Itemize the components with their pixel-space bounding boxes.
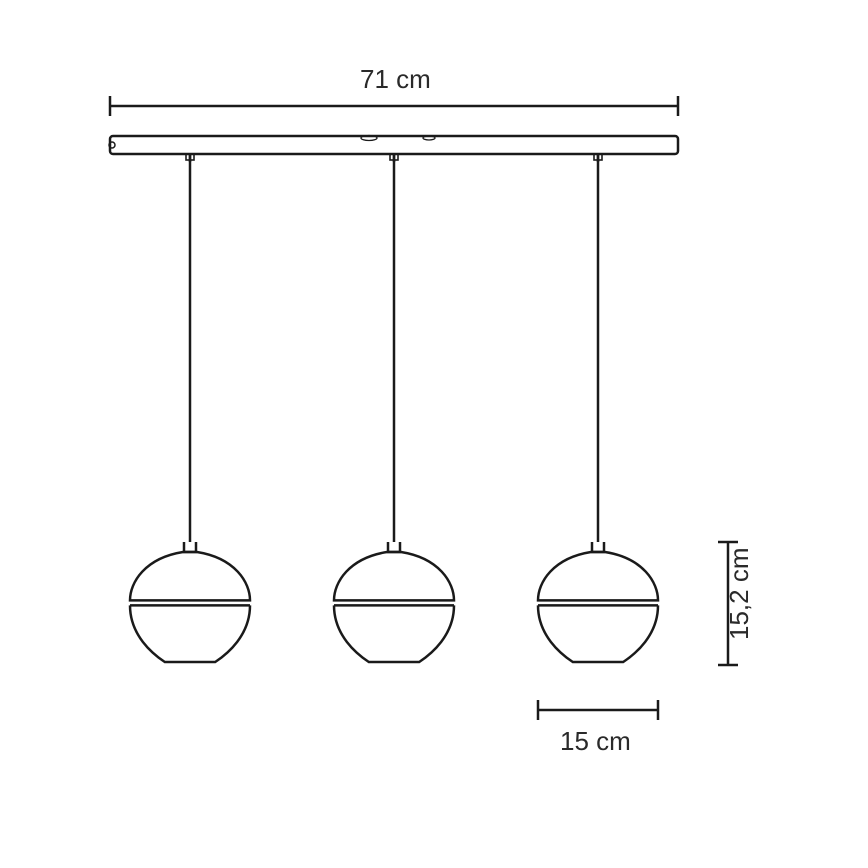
ceiling-canopy (110, 136, 678, 154)
shade-upper (538, 552, 658, 600)
shade-connector (184, 542, 196, 552)
dim-top-label: 71 cm (360, 64, 431, 94)
shade-upper (130, 552, 250, 600)
pendant-light-dimension-drawing: 71 cm 15,2 cm 15 cm (0, 0, 868, 868)
dim-height-label: 15,2 cm (724, 548, 754, 641)
dim-width-label: 15 cm (560, 726, 631, 756)
shade-lower (130, 605, 250, 662)
shade-lower (334, 605, 454, 662)
shade-upper (334, 552, 454, 600)
shade-connector (592, 542, 604, 552)
shade-connector (388, 542, 400, 552)
shade-lower (538, 605, 658, 662)
